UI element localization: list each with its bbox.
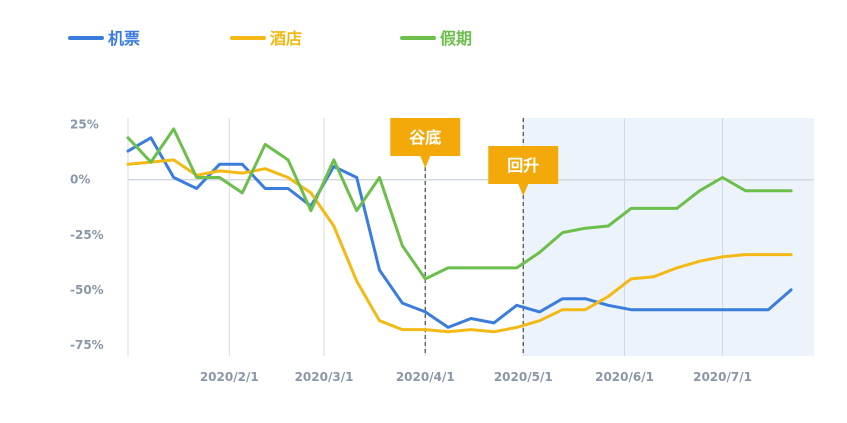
y-tick-label-1: 0% (70, 173, 90, 187)
annotation-pointer-1 (518, 184, 529, 196)
annotation-1: 回升 (488, 146, 559, 196)
legend-label-2: 假期 (440, 29, 472, 48)
legend-item-2: 假期 (400, 29, 472, 48)
x-tick-label-1: 2020/3/1 (295, 370, 354, 384)
legend-label-0: 机票 (108, 29, 140, 48)
legend-item-1: 酒店 (230, 29, 302, 48)
y-tick-label-2: -25% (70, 228, 104, 242)
legend-label-1: 酒店 (270, 29, 302, 48)
annotation-label-1: 回升 (507, 156, 539, 175)
y-tick-label-0: 25% (70, 118, 99, 132)
x-tick-label-5: 2020/7/1 (693, 370, 752, 384)
series-line-2 (126, 127, 793, 281)
x-tick-label-4: 2020/6/1 (595, 370, 654, 384)
highlight-region (523, 118, 814, 356)
y-tick-label-4: -75% (70, 338, 104, 352)
legend-item-0: 机票 (68, 29, 140, 48)
annotation-box-1 (488, 146, 559, 184)
annotation-0: 谷底 (390, 118, 461, 168)
x-tick-label-0: 2020/2/1 (200, 370, 259, 384)
series-line-1 (126, 158, 793, 334)
y-tick-label-3: -50% (70, 283, 104, 297)
series-line-0 (126, 136, 793, 329)
annotation-label-0: 谷底 (409, 128, 441, 147)
x-tick-label-2: 2020/4/1 (396, 370, 455, 384)
annotation-pointer-0 (420, 156, 431, 168)
x-tick-label-3: 2020/5/1 (494, 370, 553, 384)
annotation-box-0 (390, 118, 461, 156)
